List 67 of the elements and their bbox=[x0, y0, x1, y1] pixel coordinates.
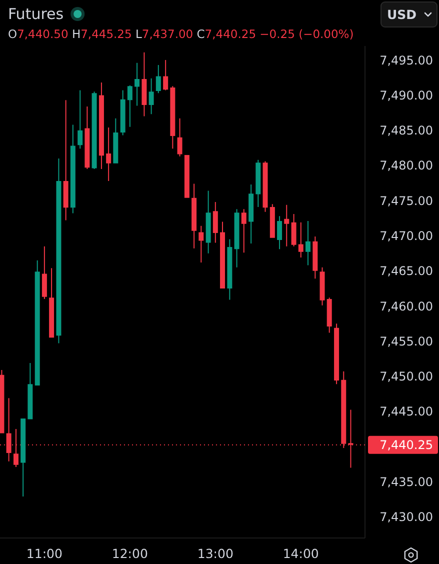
candlestick bbox=[70, 124, 76, 214]
x-tick-label: 13:00 bbox=[197, 546, 234, 561]
candlestick bbox=[212, 202, 218, 243]
y-tick-label: 7,475.00 bbox=[380, 194, 433, 208]
candlestick bbox=[184, 154, 190, 198]
candlestick bbox=[20, 418, 26, 497]
candlestick bbox=[49, 268, 54, 338]
candlestick bbox=[305, 221, 310, 266]
candlestick bbox=[170, 86, 176, 149]
y-tick-label: 7,435.00 bbox=[380, 474, 433, 489]
candlestick bbox=[320, 267, 325, 306]
candlestick bbox=[148, 78, 154, 114]
y-tick-label: 7,490.00 bbox=[380, 88, 433, 102]
candlestick bbox=[106, 128, 112, 181]
y-tick-label: 7,485.00 bbox=[380, 124, 433, 138]
candlestick bbox=[248, 184, 254, 244]
candlestick bbox=[291, 214, 296, 246]
candlestick bbox=[284, 204, 290, 246]
y-tick-label: 7,460.00 bbox=[380, 299, 433, 314]
candlestick bbox=[120, 90, 126, 136]
candlestick bbox=[113, 118, 118, 164]
candlestick bbox=[312, 236, 318, 279]
candlestick bbox=[63, 100, 68, 220]
y-tick-label: 7,495.00 bbox=[380, 53, 433, 68]
x-tick-label: 11:00 bbox=[26, 546, 63, 561]
text: USD bbox=[387, 7, 417, 22]
text: O7,440.50 H7,445.25 L7,437.00 C7,440.25 −0.25 (−0.00%) bbox=[8, 27, 354, 41]
candlestick bbox=[84, 106, 90, 169]
x-tick-label: 14:00 bbox=[282, 546, 319, 561]
candlestick bbox=[277, 216, 282, 250]
chart-title: Futures bbox=[8, 5, 64, 23]
y-tick-label: 7,455.00 bbox=[380, 334, 433, 348]
y-tick-label: 7,470.00 bbox=[380, 228, 433, 243]
candlestick bbox=[192, 184, 197, 248]
candlestick bbox=[34, 260, 40, 386]
candlestick bbox=[92, 92, 97, 169]
y-tick-label: 7,450.00 bbox=[380, 370, 433, 384]
candlestick bbox=[142, 52, 147, 116]
candlestick bbox=[262, 161, 268, 212]
candlestick bbox=[177, 118, 182, 156]
y-tick-label: 7,480.00 bbox=[380, 158, 433, 173]
candlestick bbox=[127, 85, 132, 127]
candlestick bbox=[326, 298, 332, 333]
candlestick bbox=[220, 222, 226, 288]
candlestick bbox=[42, 246, 47, 300]
x-tick-label: 12:00 bbox=[112, 546, 148, 561]
candlestick bbox=[241, 209, 246, 253]
y-tick-label: 7,445.00 bbox=[380, 404, 433, 419]
candlestick bbox=[156, 64, 161, 94]
y-tick-label: 7,430.00 bbox=[380, 510, 433, 524]
candlestick bbox=[234, 209, 240, 268]
candlestick bbox=[256, 160, 261, 207]
candlestick bbox=[134, 62, 140, 106]
candlestick bbox=[334, 324, 340, 384]
candlestick bbox=[0, 370, 4, 434]
candlestick bbox=[198, 226, 204, 262]
candlestick bbox=[163, 60, 168, 90]
candlestick bbox=[227, 239, 232, 300]
candlestick bbox=[206, 190, 211, 254]
ref-line-label: 7,440.25 bbox=[380, 438, 433, 452]
candlestick bbox=[78, 90, 83, 149]
y-tick-label: 7,465.00 bbox=[380, 264, 433, 278]
candlestick bbox=[56, 158, 62, 344]
candlestick bbox=[298, 222, 304, 258]
candlestick bbox=[98, 82, 104, 169]
candlestick bbox=[270, 204, 275, 238]
candlestick bbox=[28, 362, 33, 420]
